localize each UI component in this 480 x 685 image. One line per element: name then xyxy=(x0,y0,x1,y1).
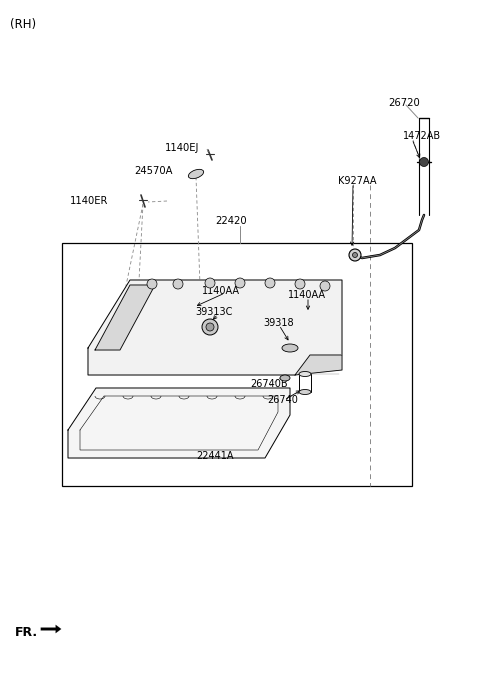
Circle shape xyxy=(202,319,218,335)
Text: FR.: FR. xyxy=(15,627,38,640)
Ellipse shape xyxy=(280,375,290,381)
Text: 39313C: 39313C xyxy=(195,307,232,317)
Circle shape xyxy=(235,278,245,288)
Text: 24570A: 24570A xyxy=(134,166,172,176)
Circle shape xyxy=(173,279,183,289)
Text: 22441A: 22441A xyxy=(196,451,233,461)
Circle shape xyxy=(206,323,214,331)
Text: 39318: 39318 xyxy=(263,318,294,328)
Text: 1140EJ: 1140EJ xyxy=(165,143,199,153)
Polygon shape xyxy=(88,280,342,375)
Text: 26720: 26720 xyxy=(388,98,420,108)
Text: 1140AA: 1140AA xyxy=(288,290,326,300)
Circle shape xyxy=(352,253,358,258)
Ellipse shape xyxy=(282,344,298,352)
Text: 22420: 22420 xyxy=(215,216,247,226)
Ellipse shape xyxy=(188,169,204,179)
Circle shape xyxy=(147,279,157,289)
Circle shape xyxy=(295,279,305,289)
Text: 1140ER: 1140ER xyxy=(70,196,108,206)
Text: 1472AB: 1472AB xyxy=(403,131,441,141)
Ellipse shape xyxy=(299,371,311,377)
Circle shape xyxy=(265,278,275,288)
Text: 1140AA: 1140AA xyxy=(202,286,240,296)
Circle shape xyxy=(205,278,215,288)
Text: 26740: 26740 xyxy=(267,395,298,405)
Text: K927AA: K927AA xyxy=(338,176,376,186)
Circle shape xyxy=(349,249,361,261)
Bar xyxy=(62,243,412,486)
Circle shape xyxy=(320,281,330,291)
Ellipse shape xyxy=(299,390,311,395)
Polygon shape xyxy=(295,355,342,375)
Circle shape xyxy=(420,158,429,166)
Polygon shape xyxy=(68,388,290,458)
Text: 26740B: 26740B xyxy=(250,379,288,389)
Text: (RH): (RH) xyxy=(10,18,36,31)
Polygon shape xyxy=(95,285,155,350)
